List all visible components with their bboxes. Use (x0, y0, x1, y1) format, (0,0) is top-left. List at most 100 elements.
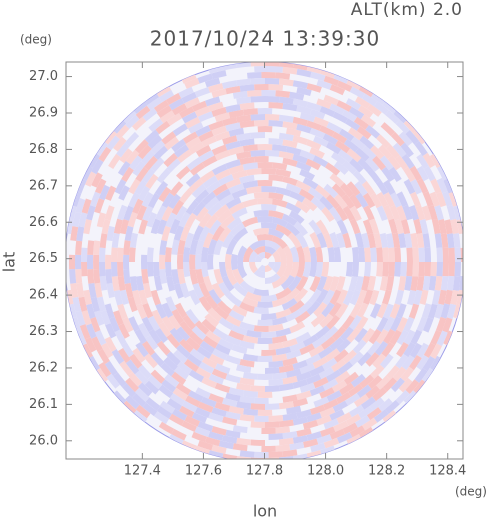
echo-cell (231, 304, 248, 317)
echo-cell (405, 130, 420, 145)
echo-cell (132, 289, 142, 306)
echo-cell (155, 205, 167, 221)
echo-cell (239, 280, 256, 294)
echo-cell (199, 170, 215, 184)
echo-cell (340, 182, 354, 198)
echo-cell (278, 382, 294, 392)
echo-cell (147, 192, 160, 209)
echo-cell (383, 192, 396, 208)
echo-cell (115, 124, 130, 140)
echo-cell (265, 113, 280, 121)
echo-cell (275, 224, 292, 237)
echo-cell (375, 329, 389, 345)
echo-cell (117, 303, 128, 320)
echo-cell (282, 449, 298, 458)
echo-cell (85, 323, 97, 339)
echo-cell (436, 330, 448, 347)
echo-cell (232, 282, 248, 297)
echo-cell (327, 247, 336, 262)
echo-cell (257, 179, 273, 187)
echo-cell (225, 197, 242, 209)
echo-cell (161, 192, 175, 208)
echo-cell (389, 303, 401, 319)
echo-cell (249, 239, 265, 251)
echo-cell (125, 377, 140, 393)
echo-cell (316, 415, 332, 426)
echo-cell (246, 168, 262, 176)
echo-cell (141, 269, 149, 284)
echo-cell (410, 329, 423, 345)
echo-cell (320, 426, 336, 437)
echo-cell (329, 276, 340, 292)
echo-cell (250, 95, 265, 103)
echo-cell (158, 384, 174, 398)
echo-cell (161, 302, 174, 318)
echo-cell (267, 262, 276, 270)
echo-cell (367, 340, 381, 356)
echo-cell (201, 191, 217, 206)
echo-cell (422, 233, 431, 249)
echo-cell (236, 151, 252, 160)
echo-cell (243, 390, 258, 398)
echo-cell (253, 269, 265, 278)
echo-cell (99, 275, 108, 291)
echo-cell (309, 262, 317, 278)
echo-cell (339, 128, 355, 142)
echo-cell (161, 206, 174, 222)
echo-cell (127, 296, 138, 313)
y-tick-label: 26.4 (29, 288, 58, 303)
echo-cell (125, 131, 140, 147)
echo-cell (253, 246, 265, 255)
echo-cell (296, 105, 312, 115)
echo-cell (443, 330, 453, 346)
echo-cell (91, 158, 104, 175)
echo-cell (306, 139, 322, 151)
echo-cell (135, 166, 149, 182)
echo-cell (260, 221, 278, 230)
echo-cell (257, 264, 265, 273)
echo-cell (436, 247, 443, 262)
echo-cell (228, 127, 244, 137)
echo-cell (176, 165, 191, 180)
x-tick-label: 127.4 (124, 464, 161, 479)
echo-cell (360, 396, 376, 410)
echo-cell (113, 310, 124, 326)
echo-cell (90, 317, 101, 333)
echo-cell (403, 166, 416, 182)
echo-cell (134, 370, 149, 385)
echo-cell (117, 348, 131, 364)
echo-cell (383, 204, 394, 221)
echo-cell (171, 308, 185, 325)
y-tick-label: 26.8 (29, 142, 58, 157)
echo-cell (159, 400, 175, 414)
echo-cell (136, 204, 147, 221)
echo-cell (74, 254, 82, 270)
echo-cell (421, 303, 432, 319)
echo-cell (236, 382, 252, 392)
echo-cell (214, 131, 231, 142)
echo-cell (350, 373, 366, 388)
echo-cell (306, 450, 322, 458)
echo-cell (398, 131, 413, 147)
echo-cell (346, 80, 361, 90)
echo-cell (382, 410, 396, 423)
echo-cell (373, 409, 389, 423)
echo-cell (336, 289, 348, 305)
echo-cell (331, 151, 347, 166)
echo-cell (261, 168, 277, 175)
echo-cell (161, 225, 171, 242)
echo-cell (336, 338, 351, 353)
echo-cell (185, 199, 200, 215)
echo-cell (289, 442, 305, 451)
echo-cell (219, 262, 228, 278)
echo-cell (345, 413, 362, 426)
echo-cell (208, 101, 224, 112)
echo-cell (370, 303, 382, 319)
echo-cell (261, 331, 277, 338)
echo-cell (332, 400, 348, 413)
echo-cell (236, 62, 251, 68)
echo-cell (128, 316, 140, 332)
echo-cell (195, 367, 212, 380)
echo-cell (153, 262, 160, 277)
echo-cell (275, 327, 292, 338)
